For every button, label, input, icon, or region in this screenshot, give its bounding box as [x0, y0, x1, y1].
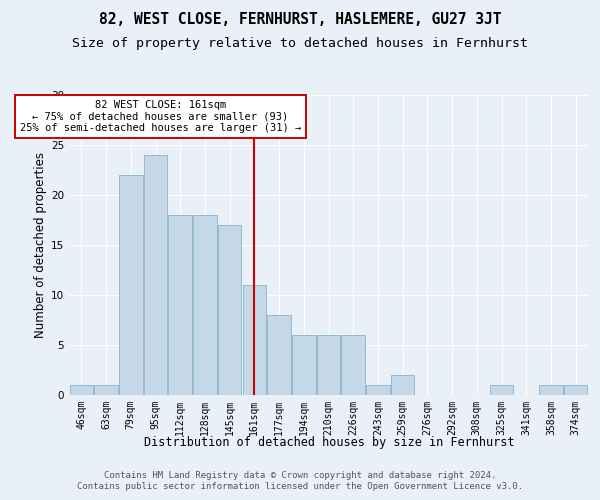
Y-axis label: Number of detached properties: Number of detached properties: [34, 152, 47, 338]
Text: 82, WEST CLOSE, FERNHURST, HASLEMERE, GU27 3JT: 82, WEST CLOSE, FERNHURST, HASLEMERE, GU…: [99, 12, 501, 28]
Bar: [539, 385, 563, 395]
Bar: [317, 335, 340, 395]
Bar: [391, 375, 415, 395]
Text: Contains HM Land Registry data © Crown copyright and database right 2024.
Contai: Contains HM Land Registry data © Crown c…: [77, 472, 523, 490]
Text: Distribution of detached houses by size in Fernhurst: Distribution of detached houses by size …: [143, 436, 514, 449]
Text: 82 WEST CLOSE: 161sqm
← 75% of detached houses are smaller (93)
25% of semi-deta: 82 WEST CLOSE: 161sqm ← 75% of detached …: [20, 100, 301, 133]
Text: Size of property relative to detached houses in Fernhurst: Size of property relative to detached ho…: [72, 38, 528, 51]
Bar: [341, 335, 365, 395]
Bar: [366, 385, 389, 395]
Bar: [218, 225, 241, 395]
Bar: [193, 215, 217, 395]
Bar: [564, 385, 587, 395]
Bar: [144, 155, 167, 395]
Bar: [268, 315, 291, 395]
Bar: [292, 335, 316, 395]
Bar: [490, 385, 513, 395]
Bar: [242, 285, 266, 395]
Bar: [94, 385, 118, 395]
Bar: [169, 215, 192, 395]
Bar: [70, 385, 93, 395]
Bar: [119, 175, 143, 395]
